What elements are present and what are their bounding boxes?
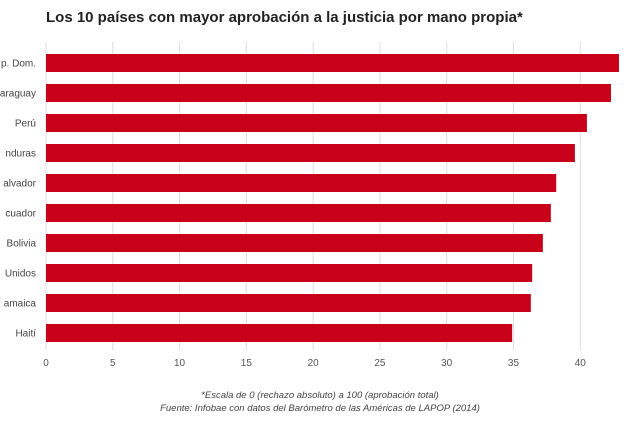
x-tick-label: 35 xyxy=(508,358,520,369)
x-tick-label: 30 xyxy=(441,358,453,369)
source-footnote: Fuente: Infobae con datos del Barómetro … xyxy=(160,403,480,414)
bar xyxy=(46,234,543,252)
bar xyxy=(46,54,619,72)
bar xyxy=(46,324,513,342)
x-tick-label: 40 xyxy=(575,358,587,369)
x-tick-label: 15 xyxy=(241,358,253,369)
bar xyxy=(46,114,587,132)
category-label: alvador xyxy=(3,179,36,190)
bars xyxy=(46,54,619,342)
x-tick-label: 5 xyxy=(110,358,116,369)
category-label: Unidos xyxy=(5,269,36,280)
x-tick-label: 25 xyxy=(374,358,386,369)
bar xyxy=(46,264,533,282)
bar xyxy=(46,144,575,162)
x-tick-label: 0 xyxy=(43,358,49,369)
bar xyxy=(46,174,557,192)
scale-footnote: *Escala de 0 (rechazo absoluto) a 100 (a… xyxy=(201,390,439,401)
bar xyxy=(46,204,551,222)
category-label: amaica xyxy=(4,299,37,310)
category-label: araguay xyxy=(0,89,36,100)
category-label: cuador xyxy=(5,209,36,220)
x-tick-labels: 0 5 10 15 20 25 30 35 40 xyxy=(43,358,586,369)
x-tick-label: 20 xyxy=(308,358,320,369)
category-label: Perú xyxy=(15,119,36,130)
bar xyxy=(46,294,531,312)
category-labels: p. Dom. araguay Perú nduras alvador cuador Bol… xyxy=(0,59,37,340)
bar xyxy=(46,84,611,102)
category-label: p. Dom. xyxy=(1,59,36,70)
category-label: nduras xyxy=(5,149,36,160)
chart-title: Los 10 países con mayor aprobación a la … xyxy=(46,9,523,26)
x-tick-label: 10 xyxy=(174,358,186,369)
category-label: Haití xyxy=(15,329,36,340)
category-label: Bolivia xyxy=(7,239,37,250)
